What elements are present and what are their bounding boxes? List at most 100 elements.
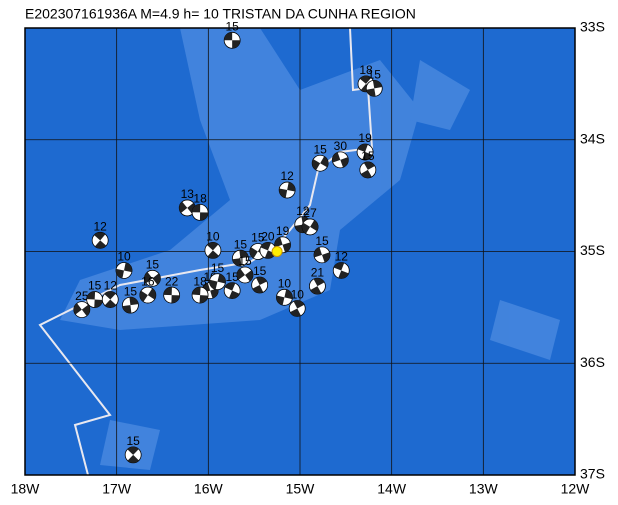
depth-label: 15 bbox=[146, 257, 160, 271]
beachball-quadrant bbox=[276, 295, 285, 306]
focal-mechanism bbox=[209, 273, 226, 291]
beachball-quadrant bbox=[171, 295, 180, 304]
depth-label: 12 bbox=[335, 250, 349, 264]
depth-label: 30 bbox=[334, 139, 348, 153]
beachball-quadrant bbox=[274, 237, 283, 248]
depth-label: 10 bbox=[278, 276, 292, 290]
map-frame bbox=[24, 27, 576, 476]
depth-label: 15 bbox=[225, 270, 239, 284]
beachball-quadrant bbox=[362, 152, 373, 161]
beachball-quadrant bbox=[239, 250, 249, 259]
beachball-quadrant bbox=[192, 287, 201, 296]
beachball-quadrant bbox=[94, 240, 107, 249]
beachball-quadrant bbox=[237, 268, 245, 280]
beachball-quadrant bbox=[122, 305, 132, 314]
beachball-quadrant bbox=[224, 32, 233, 41]
focal-mechanism bbox=[278, 181, 296, 199]
focal-mechanism bbox=[178, 199, 196, 217]
beachball-quadrant bbox=[256, 277, 267, 286]
beachball-quadrant bbox=[232, 258, 242, 267]
beachball-quadrant bbox=[245, 270, 253, 282]
beachball-quadrant bbox=[279, 188, 288, 198]
depth-label: 20 bbox=[261, 230, 275, 244]
focal-mechanism bbox=[236, 266, 254, 284]
beachball-quadrant bbox=[313, 247, 322, 258]
focal-mechanism bbox=[311, 154, 329, 172]
focal-mechanism bbox=[191, 286, 209, 304]
focal-mechanism bbox=[251, 276, 269, 294]
beachball-quadrant bbox=[302, 222, 311, 234]
beachball-quadrant bbox=[357, 144, 368, 153]
focal-mechanism bbox=[139, 286, 157, 304]
depth-label: 16 bbox=[141, 274, 155, 288]
focal-mechanism bbox=[223, 282, 241, 300]
map-title: E202307161936A M=4.9 h= 10 TRISTAN DA CU… bbox=[25, 6, 416, 22]
beachball-quadrant bbox=[207, 250, 219, 259]
beachball-quadrant bbox=[73, 303, 82, 315]
depth-label: 19 bbox=[276, 224, 290, 238]
focal-mechanism bbox=[124, 446, 142, 464]
focal-mechanism bbox=[259, 241, 277, 259]
beachball-quadrant bbox=[338, 270, 349, 279]
beachball-quadrant bbox=[322, 252, 330, 263]
beachball-quadrant bbox=[147, 288, 156, 300]
beachball-quadrant bbox=[210, 288, 219, 299]
beachball-quadrant bbox=[333, 262, 345, 271]
depth-label: 15 bbox=[124, 284, 138, 298]
beachball-quadrant bbox=[366, 88, 376, 97]
beachball-quadrant bbox=[81, 304, 90, 316]
beachball-quadrant bbox=[116, 268, 124, 279]
beachball-quadrant bbox=[206, 242, 219, 251]
depth-label: 19 bbox=[358, 131, 372, 145]
focal-mechanism bbox=[73, 301, 91, 319]
beachball-quadrant bbox=[232, 40, 241, 49]
beachball-quadrant bbox=[282, 242, 291, 253]
beachball-quadrant bbox=[260, 242, 271, 251]
beachball-quadrant bbox=[127, 446, 139, 455]
focal-mechanism bbox=[91, 231, 109, 249]
main-event bbox=[271, 246, 283, 257]
focal-mechanism bbox=[288, 300, 306, 317]
focal-mechanism bbox=[365, 79, 383, 97]
beachball-quadrant bbox=[139, 290, 148, 302]
beachball-quadrant bbox=[209, 279, 218, 290]
beachball-quadrant bbox=[287, 182, 296, 192]
depth-label: 15 bbox=[251, 231, 265, 245]
beachball-quadrant bbox=[320, 156, 329, 168]
focal-mechanism bbox=[313, 246, 331, 264]
beachball-quadrant bbox=[199, 212, 209, 221]
depth-label: 18 bbox=[193, 274, 207, 288]
focal-mechanism bbox=[191, 203, 209, 221]
beachball-quadrant bbox=[359, 75, 372, 84]
depth-label: 15 bbox=[315, 234, 329, 248]
depth-label: 15 bbox=[368, 68, 382, 82]
beachball-quadrant bbox=[310, 220, 319, 232]
beachball-quadrant bbox=[360, 169, 372, 178]
beachball-quadrant bbox=[340, 157, 349, 168]
beachball-quadrant bbox=[290, 308, 301, 317]
x-tick-label: 13W bbox=[469, 481, 499, 497]
depth-label: 15 bbox=[225, 19, 239, 33]
depth-label: 12 bbox=[104, 279, 118, 293]
beachball-quadrant bbox=[363, 161, 375, 170]
depth-label: 10 bbox=[206, 230, 220, 244]
depth-label: 21 bbox=[311, 265, 325, 279]
beachball-quadrant bbox=[313, 278, 325, 287]
focal-mechanism bbox=[356, 143, 374, 161]
depth-label: 18 bbox=[359, 63, 373, 77]
x-tick-label: 12W bbox=[561, 481, 591, 497]
beachball-quadrant bbox=[284, 289, 293, 300]
beachball-quadrant bbox=[310, 286, 322, 295]
beachball-quadrant bbox=[249, 247, 258, 259]
beachball-quadrant bbox=[293, 300, 305, 309]
y-tick-label: 37S bbox=[580, 466, 605, 482]
focal-mechanism bbox=[115, 262, 133, 279]
beachball-quadrant bbox=[332, 152, 341, 163]
depth-label: 10 bbox=[291, 288, 305, 302]
focal-mechanism bbox=[332, 262, 350, 279]
depth-label: 13 bbox=[181, 187, 195, 201]
depth-label: 15 bbox=[253, 264, 267, 278]
depth-label: 15 bbox=[238, 254, 252, 268]
beachball-quadrant bbox=[104, 299, 117, 308]
depth-label: 10 bbox=[117, 250, 131, 264]
